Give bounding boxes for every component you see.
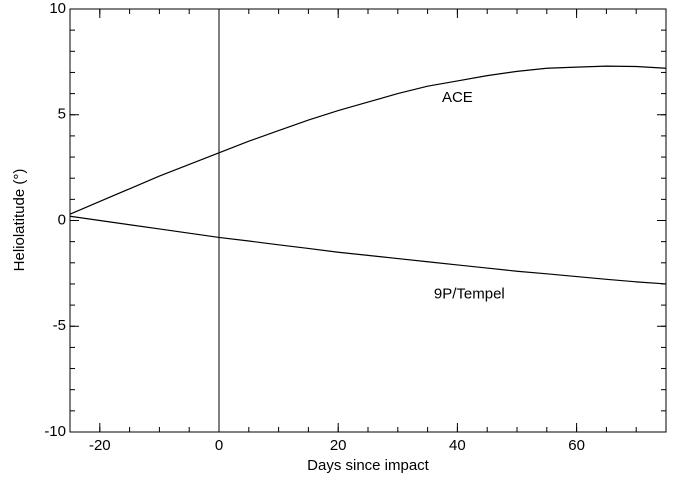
series-label: 9P/Tempel <box>434 285 505 302</box>
x-tick-label: -20 <box>89 437 111 454</box>
x-tick-label: 0 <box>215 437 223 454</box>
y-tick-label: -10 <box>44 423 66 440</box>
x-tick-label: 20 <box>330 437 347 454</box>
y-tick-label: 10 <box>49 0 66 17</box>
line-series <box>69 215 667 285</box>
series-label: ACE <box>442 89 473 106</box>
plot-frame <box>69 8 667 433</box>
y-tick-label: -5 <box>53 317 66 334</box>
y-axis-label: Heliolatitude (°) <box>11 169 28 272</box>
y-tick-label: 5 <box>58 106 66 123</box>
x-tick-label: 40 <box>449 437 466 454</box>
y-tick-label: 0 <box>58 211 66 228</box>
x-tick-label: 60 <box>568 437 585 454</box>
line-series <box>69 65 667 215</box>
x-axis-label: Days since impact <box>307 457 430 474</box>
